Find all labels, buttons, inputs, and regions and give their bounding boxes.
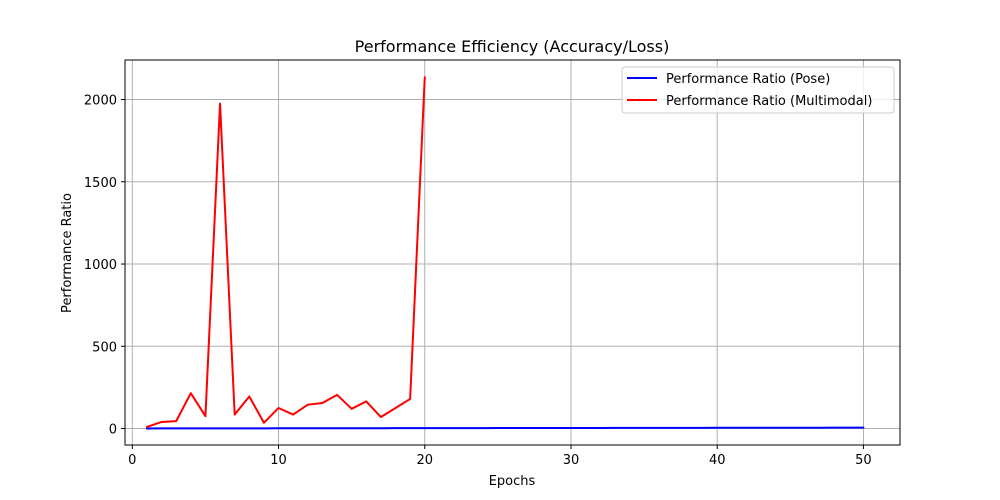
x-tick-label: 30 xyxy=(563,453,580,468)
x-tick-label: 20 xyxy=(416,453,433,468)
legend-box xyxy=(621,66,895,114)
x-tick-label: 50 xyxy=(855,453,872,468)
grid-layer xyxy=(125,60,900,445)
series-line-multimodal xyxy=(145,76,426,428)
chart-title: Performance Efficiency (Accuracy/Loss) xyxy=(355,37,670,56)
series-line-pose xyxy=(145,426,865,430)
y-tick-label: 0 xyxy=(109,423,117,438)
plot-frame xyxy=(124,59,901,446)
legend-label-multimodal: Performance Ratio (Multimodal) xyxy=(666,94,872,109)
y-tick-label: 1000 xyxy=(84,258,117,273)
x-tick-label: 10 xyxy=(270,453,287,468)
x-tick-label: 40 xyxy=(709,453,726,468)
y-tick-label: 1500 xyxy=(84,176,117,191)
legend: Performance Ratio (Pose) Performance Rat… xyxy=(621,66,895,114)
series-layer xyxy=(145,76,865,430)
x-tick-label: 0 xyxy=(128,453,136,468)
legend-label-pose: Performance Ratio (Pose) xyxy=(666,72,830,87)
y-axis-label: Performance Ratio xyxy=(60,193,75,313)
y-tick-label: 2000 xyxy=(84,93,117,108)
x-axis-label: Epochs xyxy=(489,474,536,489)
y-tick-label: 500 xyxy=(92,340,117,355)
